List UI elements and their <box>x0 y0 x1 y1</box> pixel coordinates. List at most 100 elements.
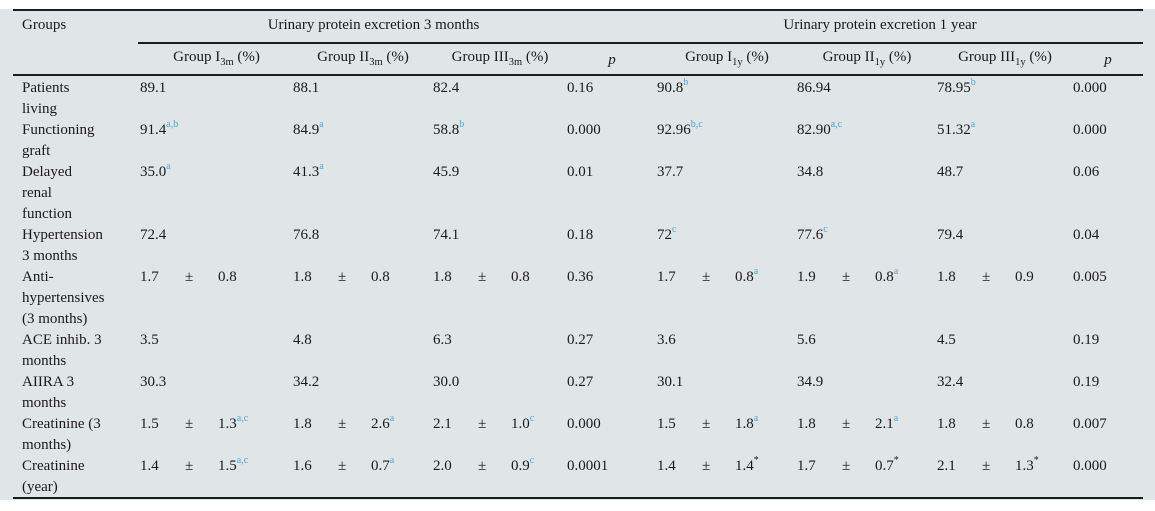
value-cell: 0.000 <box>1073 80 1107 96</box>
value-cell: 0.19 <box>1073 332 1100 348</box>
value-cell: 0.0001 <box>567 458 609 474</box>
results-table: Groups Urinary protein excretion 3 month… <box>22 9 1143 498</box>
value-cell: 3.5 <box>140 332 159 348</box>
value-cell-mean-sd: 1.8 ±0.8 <box>937 416 1034 432</box>
table-row: Creatinine (3 months) 1.5 ±1.3a,c 1.8 ±2.6a 2.… <box>22 414 1143 456</box>
value-cell-mean-sd: 1.8 ±0.8 <box>433 269 530 285</box>
superscript-marker: a <box>319 119 324 130</box>
value-cell: 72.4 <box>140 227 167 243</box>
value-cell: 0.18 <box>567 227 594 243</box>
row-label: AIIRA 3 months <box>22 374 75 411</box>
value-cell-mean-sd: 1.8 ±2.1a <box>797 413 899 433</box>
column-header-group: Group II1y (%) <box>822 49 912 68</box>
value-cell: 30.1 <box>657 374 684 390</box>
value-cell: 58.8b <box>433 119 465 139</box>
value-cell: 74.1 <box>433 227 460 243</box>
subheader-row: Group I3m (%) Group II3m (%) Group III3m (… <box>22 42 1143 78</box>
value-cell: 0.16 <box>567 80 594 96</box>
value-cell-mean-sd: 1.6 ±0.7a <box>293 455 395 475</box>
value-cell: 77.6c <box>797 224 828 244</box>
column-header-group: Group II3m (%) <box>317 49 409 68</box>
value-cell: 30.0 <box>433 374 460 390</box>
value-cell-mean-sd: 1.4 ±1.5a,c <box>140 455 249 475</box>
value-cell: 86.94 <box>797 80 831 96</box>
value-cell: 76.8 <box>293 227 320 243</box>
column-header-group: Group III3m (%) <box>451 49 549 68</box>
table-row: Delayed renal function 35.0a 41.3a 45.9 0.01 37… <box>22 162 1143 225</box>
value-cell: 34.9 <box>797 374 824 390</box>
row-label: Patients living <box>22 80 70 117</box>
superscript-marker: a <box>166 161 171 172</box>
value-cell-mean-sd: 1.8 ±0.9 <box>937 269 1034 285</box>
value-cell-mean-sd: 1.7 ±0.7* <box>797 455 899 475</box>
value-cell: 0.04 <box>1073 227 1100 243</box>
superscript-marker: a <box>753 413 759 424</box>
value-cell-mean-sd: 1.7 ±0.8 <box>140 269 237 285</box>
span-header-1-year: Urinary protein excretion 1 year <box>783 17 977 33</box>
value-cell-mean-sd: 1.4 ±1.4* <box>657 455 759 475</box>
value-cell: 3.6 <box>657 332 676 348</box>
value-cell: 88.1 <box>293 80 320 96</box>
value-cell: 35.0a <box>140 161 171 181</box>
table-row: Functioning graft 91.4a,b 84.9a 58.8b 0.000 92… <box>22 120 1143 162</box>
value-cell: 32.4 <box>937 374 964 390</box>
subheader-spacer <box>22 42 140 78</box>
value-cell: 0.000 <box>1073 122 1107 138</box>
column-header-group: Group I1y (%) <box>685 49 769 68</box>
superscript-marker: b <box>683 77 689 88</box>
superscript-marker: a <box>970 119 976 130</box>
value-cell-mean-sd: 1.7 ±0.8a <box>657 266 759 286</box>
table-top-rule <box>13 9 1143 11</box>
superscript-marker: a <box>893 413 899 424</box>
table-row: Creatinine (year) 1.4 ±1.5a,c 1.6 ±0.7a 2.0 ±0.… <box>22 456 1143 498</box>
table-row: Patients living 89.1 88.1 82.4 0.16 90.8b 86.94… <box>22 78 1143 120</box>
superscript-marker: c <box>529 455 535 466</box>
value-cell: 45.9 <box>433 164 460 180</box>
value-cell: 5.6 <box>797 332 816 348</box>
value-cell-mean-sd: 1.8 ±2.6a <box>293 413 395 433</box>
superscript-marker: b <box>970 77 976 88</box>
value-cell: 79.4 <box>937 227 964 243</box>
value-cell-mean-sd: 1.5 ±1.8a <box>657 413 759 433</box>
value-cell: 0.007 <box>1073 416 1107 432</box>
value-cell: 0.27 <box>567 332 594 348</box>
groups-column-header: Groups <box>22 17 67 33</box>
row-label: Anti-hypertensives (3 months) <box>22 269 105 327</box>
value-cell: 0.000 <box>567 122 601 138</box>
value-cell: 0.27 <box>567 374 594 390</box>
row-label: Creatinine (3 months) <box>22 416 101 453</box>
superscript-marker: * <box>1033 455 1039 466</box>
value-cell: 37.7 <box>657 164 684 180</box>
superscript-marker: b,c <box>690 119 703 130</box>
table-row: AIIRA 3 months 30.3 34.2 30.0 0.27 30.1 34.9 32.… <box>22 372 1143 414</box>
value-cell: 0.01 <box>567 164 594 180</box>
value-cell: 6.3 <box>433 332 452 348</box>
subheader-underline <box>13 74 1143 76</box>
column-header-group: Group I3m (%) <box>173 49 260 68</box>
table-row: Anti-hypertensives (3 months) 1.7 ±0.8 1.8 ±0… <box>22 267 1143 330</box>
value-cell: 82.4 <box>433 80 460 96</box>
value-cell: 34.8 <box>797 164 824 180</box>
value-cell: 91.4a,b <box>140 119 179 139</box>
column-header-p: p <box>608 51 616 68</box>
value-cell: 90.8b <box>657 77 689 97</box>
row-label: Functioning graft <box>22 122 95 159</box>
table-row: ACE inhib. 3 months 3.5 4.8 6.3 0.27 3.6 5.6 4.5… <box>22 330 1143 372</box>
superscript-marker: a <box>319 161 324 172</box>
span-header-row: Groups Urinary protein excretion 3 month… <box>22 9 1143 42</box>
superscript-marker: * <box>893 455 899 466</box>
value-cell-mean-sd: 2.1 ±1.0c <box>433 413 535 433</box>
column-header-group: Group III1y (%) <box>958 49 1052 68</box>
value-cell: 41.3a <box>293 161 324 181</box>
superscript-marker: a,b <box>166 119 179 130</box>
value-cell: 78.95b <box>937 77 976 97</box>
value-cell: 92.96b,c <box>657 119 703 139</box>
value-cell: 30.3 <box>140 374 167 390</box>
table-background <box>0 9 1155 500</box>
value-cell-mean-sd: 1.8 ±0.8 <box>293 269 390 285</box>
table-row: Hypertension 3 months 72.4 76.8 74.1 0.18 72c 7… <box>22 225 1143 267</box>
value-cell: 89.1 <box>140 80 167 96</box>
superscript-marker: b <box>459 119 465 130</box>
superscript-marker: c <box>529 413 535 424</box>
